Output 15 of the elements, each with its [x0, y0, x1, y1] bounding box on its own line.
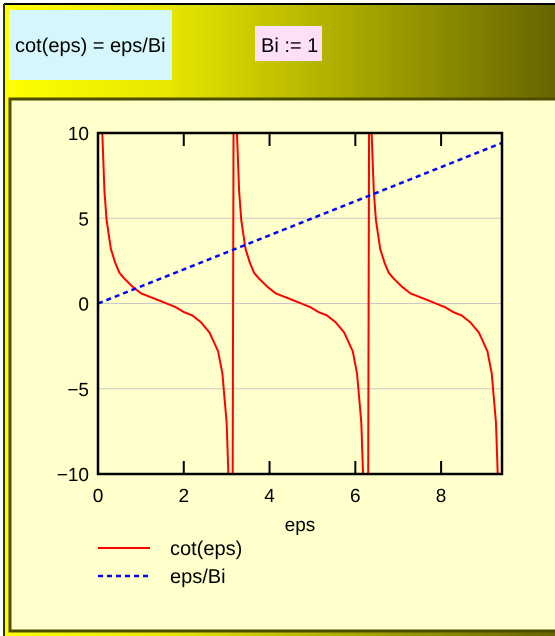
- chart-subtitle: Bi := 1: [261, 35, 318, 57]
- x-tick-label: 6: [350, 486, 361, 507]
- x-tick-label: 2: [178, 486, 190, 507]
- x-tick-label: 8: [436, 486, 446, 507]
- y-tick-label: −5: [67, 380, 89, 401]
- legend-label: eps/Bi: [170, 566, 226, 588]
- y-tick-label: 5: [78, 209, 89, 230]
- y-tick-label: 0: [78, 294, 89, 316]
- legend-label: cot(eps): [170, 538, 242, 560]
- y-tick-label: −10: [56, 465, 89, 486]
- x-tick-label: 4: [264, 486, 276, 507]
- x-tick-label: 0: [92, 486, 104, 507]
- chart-title: cot(eps) = eps/Bi: [15, 35, 166, 57]
- y-tick-label: 10: [68, 124, 89, 145]
- x-axis-title: eps: [284, 515, 316, 536]
